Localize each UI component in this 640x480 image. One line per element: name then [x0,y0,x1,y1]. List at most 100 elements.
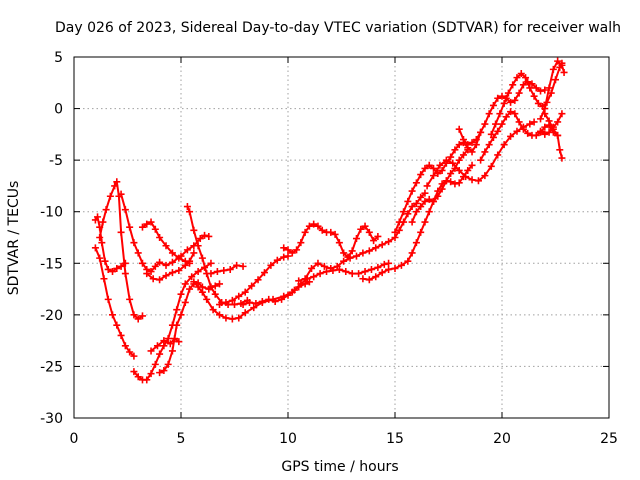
data-point [515,118,523,126]
data-point [357,225,365,233]
data-point [541,86,549,94]
data-point [143,376,151,384]
data-point [190,278,198,286]
data-point [205,232,213,240]
data-point [245,298,253,306]
data-point [346,254,354,262]
data-point [340,249,348,257]
data-point [474,177,482,185]
series-arc-13 [216,252,292,309]
series-arc-14 [239,259,393,309]
data-point [156,276,164,284]
data-point [417,193,425,201]
data-point [153,342,161,350]
data-point [494,151,502,159]
series-line [159,281,220,374]
data-point [515,89,523,97]
y-tick-label: -15 [40,256,63,272]
chart-title: Day 026 of 2023, Sidereal Day-to-day VTE… [55,20,621,36]
data-point [537,115,545,123]
data-point [288,249,296,257]
data-point [314,259,322,267]
data-point [545,117,553,125]
data-point [188,273,196,281]
series-line [94,215,126,273]
data-point [156,350,164,358]
data-point [151,262,159,270]
data-point [101,257,109,265]
data-point [198,288,206,296]
data-point [207,259,215,267]
data-point [113,321,121,329]
data-point [216,280,224,288]
data-point [203,295,211,303]
data-point [485,110,493,118]
data-point [367,265,375,273]
data-point [196,235,204,243]
data-point [250,304,258,312]
data-point [549,65,557,73]
data-point [216,301,224,309]
data-point [151,360,159,368]
data-point [130,352,138,360]
data-point [147,347,155,355]
data-point [156,369,164,377]
data-point [316,270,324,278]
data-point [106,192,114,200]
data-point [489,101,497,109]
data-point [331,230,339,238]
x-tick-label: 20 [493,431,511,447]
data-point [408,218,416,226]
data-point [168,249,176,257]
data-point [190,226,198,234]
data-point [175,338,183,346]
data-point [513,127,521,135]
data-point [333,262,341,270]
data-point [211,282,219,290]
data-point [558,154,566,162]
data-point [280,253,288,261]
data-point [355,270,363,278]
data-point [545,128,553,136]
data-point [519,125,527,133]
data-point [99,218,107,226]
data-point [143,220,151,228]
data-point [481,172,489,180]
data-point [117,190,125,198]
x-tick-label: 25 [600,431,618,447]
data-point [222,298,230,306]
data-point [554,57,562,65]
data-point [468,148,476,156]
series-arc-4 [117,190,213,276]
data-point [417,171,425,179]
data-point [421,218,429,226]
data-point [173,306,181,314]
data-point [228,315,236,323]
data-point [130,311,138,319]
data-point [134,315,142,323]
data-point [162,272,170,280]
data-point [451,180,459,188]
data-point [513,74,521,82]
y-tick-label: 5 [54,50,63,66]
data-point [175,254,183,262]
data-point [412,179,420,187]
data-point [511,96,519,104]
data-point [207,283,215,291]
data-point [143,270,151,278]
data-point [301,228,309,236]
data-point [447,178,455,186]
data-point [374,263,382,271]
data-point [487,130,495,138]
data-point [498,120,506,128]
data-point [121,342,129,350]
data-point [239,301,247,309]
data-point [455,141,463,149]
data-point [378,241,386,249]
data-point [162,242,170,250]
data-point [284,246,292,254]
y-tick-label: -30 [40,411,63,427]
data-point [239,262,247,270]
data-point [314,222,322,230]
data-point [492,120,500,128]
